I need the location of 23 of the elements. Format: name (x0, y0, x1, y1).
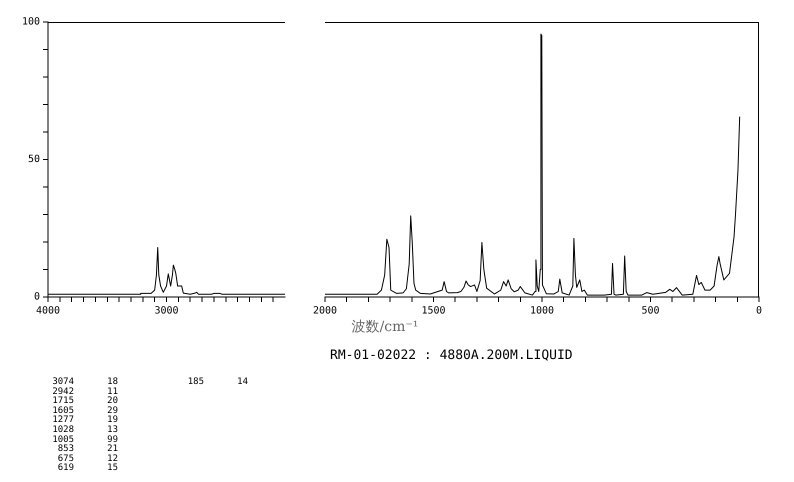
text: 675 12 (58, 454, 118, 464)
x-tick-label: 500 (641, 306, 660, 317)
text: 1605 29 (52, 406, 118, 416)
x-axis-title: 波数/cm⁻¹ (350, 318, 420, 336)
text: 1277 19 (52, 415, 118, 426)
x-tick-label: 1500 (421, 306, 446, 317)
x-tick-label: 3000 (154, 306, 179, 317)
y-tick-label: 100 (22, 16, 40, 28)
text: 1715 20 (52, 396, 118, 406)
text: 3074 18 (52, 377, 118, 387)
x-tick-label: 2000 (312, 306, 338, 317)
text: 2942 11 (52, 386, 118, 397)
text: 1005 99 (52, 434, 118, 445)
text: 1028 13 (52, 424, 118, 435)
x-tick-label: 0 (756, 306, 762, 317)
text: 853 21 (58, 444, 118, 454)
text: 185 14 (188, 377, 248, 387)
text: 619 15 (58, 463, 118, 474)
x-tick-label: 4000 (36, 306, 60, 317)
x-tick-label: 1000 (530, 306, 554, 317)
y-tick-label: 0 (34, 292, 40, 303)
text: RM-01-02022 : 4880A.200M.LIQUID (330, 348, 573, 363)
y-tick-label: 50 (28, 154, 40, 166)
